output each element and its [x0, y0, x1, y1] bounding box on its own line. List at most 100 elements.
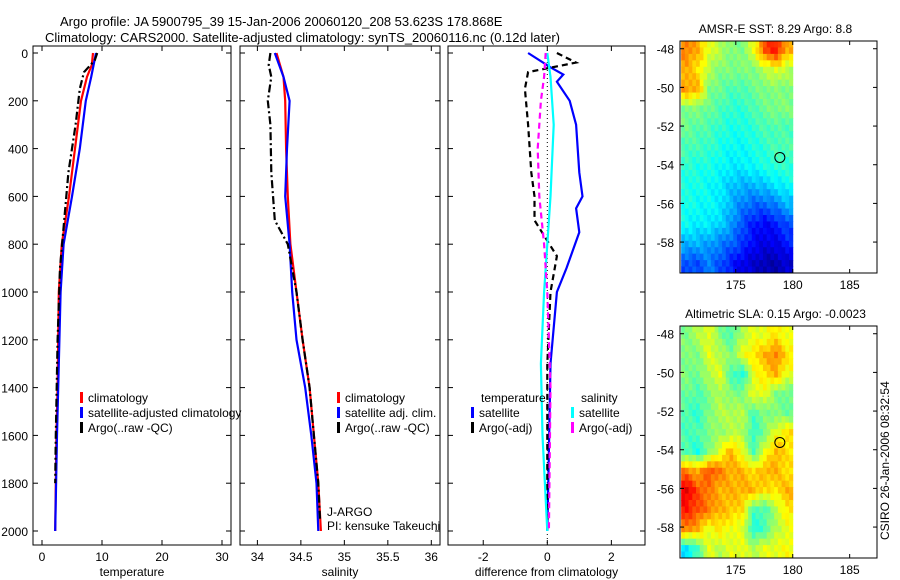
heatmap-cell	[781, 195, 786, 203]
heatmap-cell	[774, 332, 779, 340]
heatmap-cell	[681, 454, 686, 462]
heatmap-cell	[707, 169, 712, 177]
heatmap-cell	[759, 396, 764, 404]
heatmap-cell	[710, 144, 716, 152]
heatmap-cell	[736, 512, 742, 520]
heatmap-cell	[777, 240, 783, 248]
heatmap-cell	[729, 525, 734, 533]
heatmap-cell	[762, 538, 768, 546]
heatmap-cell	[699, 73, 704, 81]
heatmap-cell	[722, 41, 727, 48]
heatmap-cell	[781, 500, 786, 507]
heatmap-cell	[681, 345, 686, 353]
heatmap-cell	[744, 403, 749, 411]
heatmap-cell	[748, 182, 753, 190]
heatmap-cell	[696, 92, 701, 100]
heatmap-cell	[751, 215, 757, 222]
heatmap-cell	[703, 467, 708, 475]
heatmap-cell	[748, 253, 753, 261]
heatmap-cell	[736, 487, 742, 495]
x-tick-label: 36	[425, 550, 439, 564]
heatmap-cell	[762, 215, 768, 222]
heatmap-cell	[770, 474, 775, 482]
heatmap-cell	[681, 221, 686, 229]
heatmap-cell	[699, 86, 704, 94]
heatmap-cell	[699, 137, 704, 145]
heatmap-cell	[714, 461, 719, 469]
heatmap-cell	[740, 60, 745, 68]
heatmap-cell	[748, 111, 753, 119]
heatmap-cell	[755, 512, 760, 520]
heatmap-cell	[755, 351, 760, 359]
heatmap-cell	[729, 519, 734, 527]
heatmap-cell	[751, 176, 757, 184]
x-tick-label: 2	[608, 550, 615, 564]
heatmap-cell	[718, 202, 723, 210]
heatmap-cell	[733, 384, 738, 391]
heatmap-cell	[759, 345, 764, 353]
heatmap-cell	[729, 163, 734, 171]
heatmap-cell	[777, 253, 783, 261]
heatmap-cell	[766, 461, 771, 469]
heatmap-cell	[703, 189, 708, 197]
heatmap-cell	[729, 403, 734, 411]
figure-title-line2: Climatology: CARS2000. Satellite-adjuste…	[45, 30, 560, 45]
heatmap-cell	[696, 326, 701, 333]
heatmap-cell	[766, 253, 771, 261]
heatmap-cell	[744, 454, 749, 462]
heatmap-cell	[684, 435, 690, 443]
heatmap-cell	[684, 215, 690, 222]
y-tick-label: -58	[657, 521, 675, 535]
heatmap-cell	[722, 454, 727, 462]
heatmap-cell	[703, 124, 708, 132]
x-tick-label: 185	[840, 563, 860, 577]
heatmap-cell	[751, 377, 757, 385]
heatmap-cell	[751, 234, 757, 242]
heatmap-cell	[703, 182, 708, 190]
heatmap-cell	[733, 47, 738, 55]
heatmap-cell	[733, 73, 738, 81]
heatmap-cell	[718, 442, 723, 449]
heatmap-cell	[714, 532, 719, 540]
heatmap-cell	[710, 377, 716, 385]
heatmap-cell	[696, 208, 701, 216]
heatmap-cell	[684, 351, 690, 359]
heatmap-cell	[744, 493, 749, 501]
heatmap-cell	[789, 260, 794, 268]
heatmap-cell	[692, 105, 697, 113]
heatmap-cell	[733, 99, 738, 106]
legend-label: satellite adj. clim.	[345, 406, 436, 420]
heatmap-cell	[681, 403, 686, 411]
heatmap-cell	[762, 474, 768, 482]
heatmap-cell	[718, 500, 723, 507]
heatmap-cell	[718, 384, 723, 391]
heatmap-cell	[777, 525, 783, 533]
heatmap-cell	[681, 500, 686, 507]
heatmap-cell	[785, 176, 790, 184]
heatmap-cell	[762, 551, 768, 559]
heatmap-cell	[785, 73, 790, 81]
heatmap-cell	[699, 92, 704, 100]
heatmap-cell	[718, 247, 723, 255]
heatmap-cell	[789, 551, 794, 559]
heatmap-cell	[696, 422, 701, 430]
heatmap-cell	[696, 429, 701, 437]
heatmap-cell	[684, 384, 690, 391]
heatmap-cell	[751, 53, 757, 61]
heatmap-cell	[722, 467, 727, 475]
heatmap-cell	[688, 157, 693, 164]
heatmap-cell	[684, 92, 690, 100]
heatmap-cell	[729, 150, 734, 158]
heatmap-cell	[781, 266, 786, 274]
heatmap-cell	[714, 105, 719, 113]
heatmap-cell	[703, 47, 708, 55]
heatmap-cell	[770, 422, 775, 430]
heatmap-cell	[766, 118, 771, 126]
heatmap-cell	[789, 144, 794, 152]
heatmap-cell	[733, 157, 738, 164]
heatmap-cell	[744, 371, 749, 379]
heatmap-cell	[755, 247, 760, 255]
heatmap-cell	[710, 338, 716, 346]
heatmap-cell	[710, 435, 716, 443]
heatmap-cell	[729, 131, 734, 139]
